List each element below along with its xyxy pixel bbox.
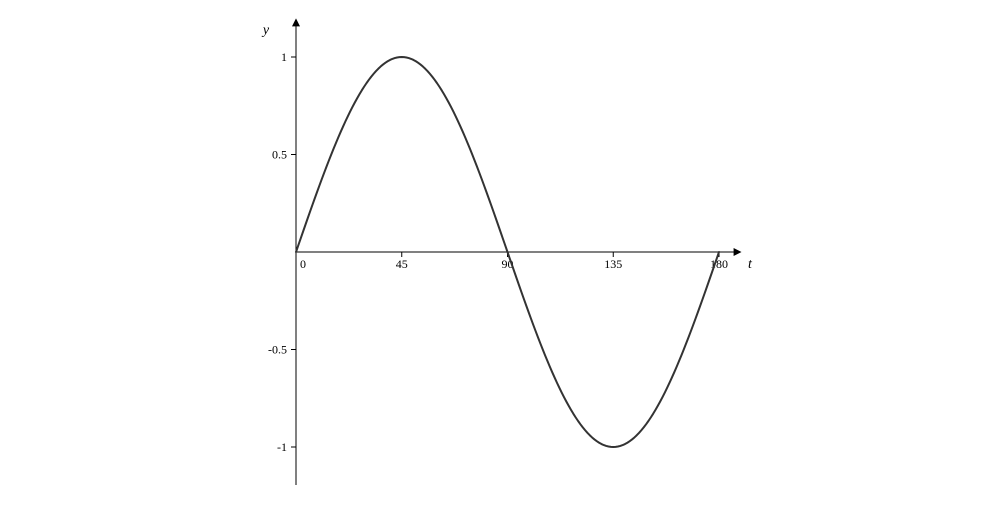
y-tick-label: -1 (277, 440, 287, 454)
x-tick-label: 135 (604, 257, 622, 271)
y-tick-label: -0.5 (268, 343, 287, 357)
x-tick-label: 0 (300, 257, 306, 271)
y-axis-label: y (261, 23, 270, 38)
x-tick-label: 45 (396, 257, 408, 271)
sine-chart: 0459013518010.5-0.5-1yt (0, 0, 1002, 505)
y-tick-label: 0.5 (272, 148, 287, 162)
x-axis-label: t (748, 257, 753, 272)
y-tick-label: 1 (281, 50, 287, 64)
